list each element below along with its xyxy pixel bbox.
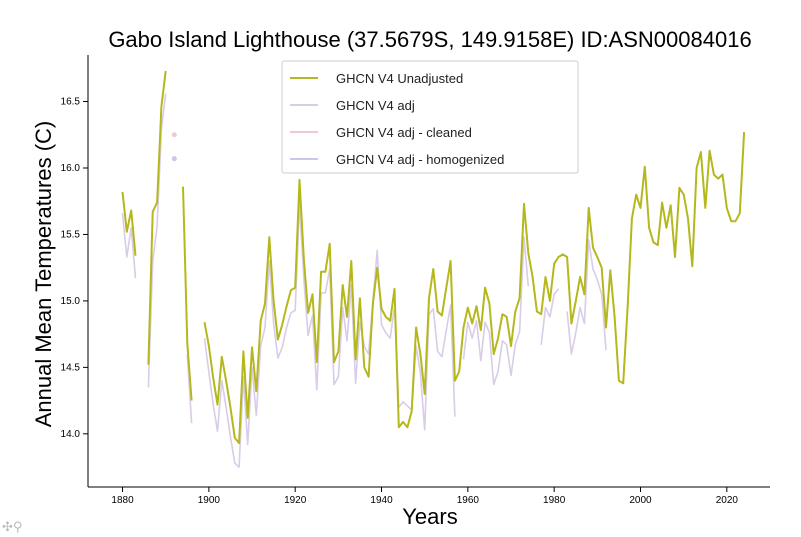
x-tick-label: 2000	[629, 495, 652, 506]
series-line-ghcn-v4-unadjusted	[182, 186, 193, 401]
x-tick-label: 1940	[370, 495, 393, 506]
series-line-ghcn-v4-adj	[540, 288, 560, 345]
legend: GHCN V4 Unadjusted GHCN V4 adj GHCN V4 adj…	[281, 60, 579, 174]
series-line-ghcn-v4-adj	[147, 93, 167, 388]
legend-label: GHCN V4 adj	[336, 98, 415, 113]
chart-title: Gabo Island Lighthouse (37.5679S, 149.91…	[108, 27, 751, 52]
legend-label: GHCN V4 adj - cleaned	[336, 125, 472, 140]
data-point-ghcn-v4-adj-cleaned	[171, 132, 177, 138]
plot-area: 1880 1900 1920 1940 1960 1980 2000 2020 14.0 14.5…	[61, 55, 770, 506]
series-line-ghcn-v4-unadjusted	[203, 132, 746, 445]
x-tick-label: 1880	[111, 495, 134, 506]
y-tick-label: 14.0	[61, 429, 81, 440]
y-tick-label: 15.5	[61, 229, 81, 240]
series-line-ghcn-v4-unadjusted	[121, 191, 137, 256]
x-axis-label: Years	[402, 504, 457, 529]
legend-box	[281, 60, 579, 174]
data-point-ghcn-v4-adj-homogenized	[171, 156, 177, 162]
y-tick-label: 16.0	[61, 163, 81, 174]
y-tick-label: 14.5	[61, 362, 81, 373]
x-tick-label: 1980	[543, 495, 566, 506]
legend-label: GHCN V4 Unadjusted	[336, 71, 463, 86]
y-axis-label: Annual Mean Temperatures (C)	[31, 121, 56, 428]
x-tick-label: 2020	[716, 495, 739, 506]
x-tick-label: 1920	[284, 495, 307, 506]
series-line-ghcn-v4-adj	[566, 239, 607, 355]
series-line-ghcn-v4-adj	[462, 236, 530, 386]
series-line-ghcn-v4-unadjusted	[147, 70, 167, 365]
series-line-ghcn-v4-adj	[121, 213, 137, 279]
x-tick-label: 1900	[198, 495, 221, 506]
y-tick-label: 15.0	[61, 296, 81, 307]
legend-label: GHCN V4 adj - homogenized	[336, 152, 504, 167]
pan-zoom-icon[interactable]: ✣⚲	[2, 519, 23, 534]
y-tick-label: 16.5	[61, 97, 81, 108]
x-tick-label: 1960	[457, 495, 480, 506]
